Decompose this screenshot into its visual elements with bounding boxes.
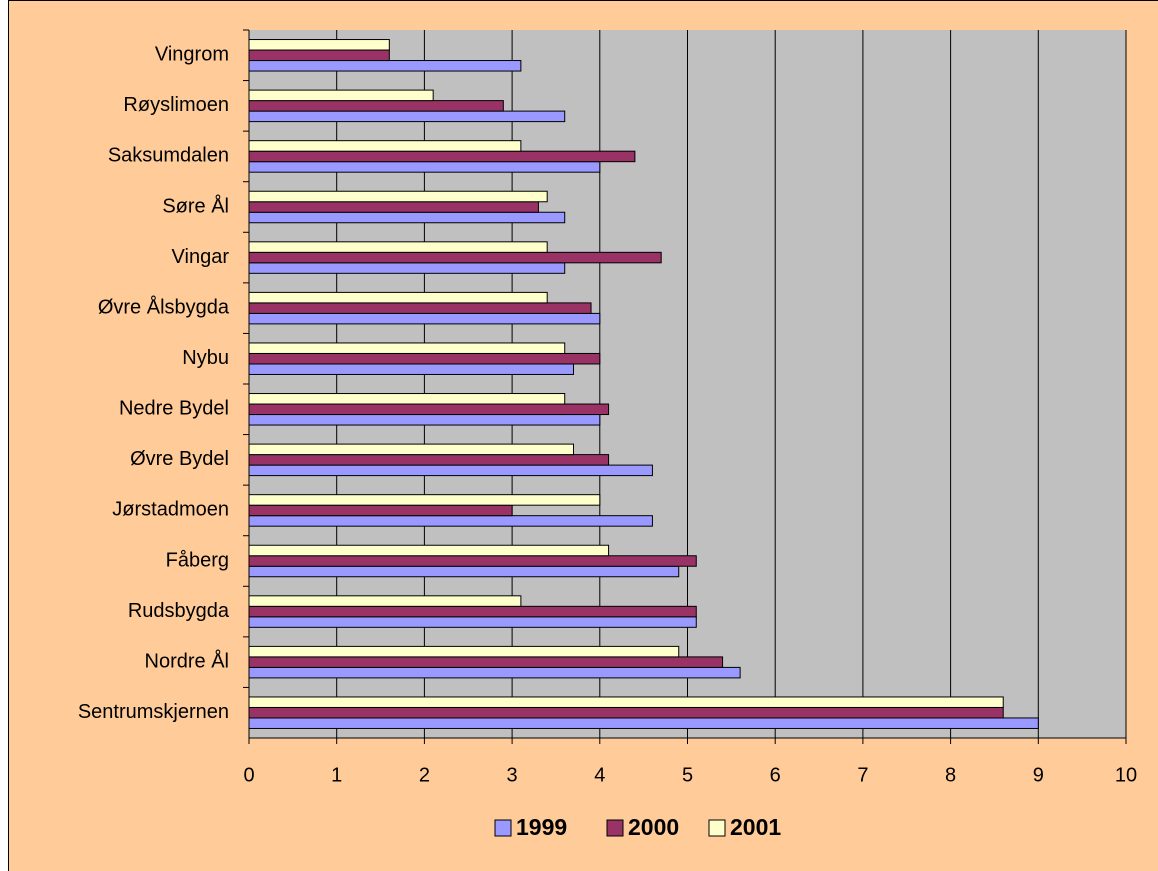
bar — [248, 39, 390, 51]
x-tick-label: 8 — [945, 764, 956, 786]
y-tick-label: Jørstadmoen — [112, 499, 229, 521]
legend-swatch — [606, 819, 624, 837]
x-tick-label: 9 — [1033, 764, 1044, 786]
x-tick-label: 5 — [682, 764, 693, 786]
bar — [248, 645, 680, 658]
bar — [248, 717, 1039, 729]
bar — [248, 110, 566, 123]
bar — [248, 464, 653, 477]
x-tick-label: 7 — [857, 764, 868, 786]
bar — [248, 544, 610, 557]
y-tick-label: Saksumdalen — [108, 145, 229, 167]
x-tick-label: 2 — [419, 764, 430, 786]
bar — [248, 443, 574, 456]
bar — [248, 666, 741, 679]
y-tick-label: Søre Ål — [162, 194, 229, 217]
y-tick-label: Sentrumskjernen — [78, 701, 229, 723]
bar — [248, 140, 522, 152]
bar — [248, 565, 680, 578]
y-tick-label: Nordre Ål — [145, 649, 229, 672]
bar — [248, 211, 566, 224]
bar — [248, 241, 548, 253]
bar — [248, 403, 610, 416]
y-tick-label: Nedre Bydel — [119, 398, 229, 420]
y-tick-label: Fåberg — [166, 549, 229, 571]
bar — [248, 60, 522, 72]
y-tick-label: Øvre Bydel — [130, 448, 229, 470]
bar — [248, 363, 574, 375]
y-tick-label: Røyslimoen — [123, 94, 229, 116]
x-tick-label: 6 — [770, 764, 781, 786]
y-tick-label: Vingar — [172, 246, 230, 268]
bar — [248, 454, 610, 466]
bar — [248, 696, 1004, 708]
legend-label: 1999 — [516, 814, 567, 840]
bar — [248, 414, 601, 426]
y-tick-label: Vingrom — [155, 44, 229, 66]
legend-swatch — [708, 819, 726, 837]
bar — [248, 190, 548, 203]
bar — [248, 251, 662, 264]
bar — [248, 352, 601, 365]
y-tick-label: Øvre Ålsbygda — [98, 295, 230, 318]
bar — [248, 504, 513, 517]
bar — [248, 89, 434, 102]
bar — [248, 342, 566, 354]
bar — [248, 302, 592, 314]
x-tick-label: 1 — [331, 764, 342, 786]
bar — [248, 161, 601, 173]
bar — [248, 515, 653, 527]
bar — [248, 312, 601, 325]
bar — [248, 616, 697, 628]
bar — [248, 150, 636, 163]
bar — [248, 555, 697, 567]
bar — [248, 100, 504, 112]
legend-label: 2000 — [628, 814, 679, 840]
bar — [248, 595, 522, 607]
bar — [248, 49, 390, 62]
legend-swatch — [494, 819, 512, 837]
y-tick-label: Rudsbygda — [128, 600, 230, 622]
bar — [248, 201, 539, 213]
legend-label: 2001 — [730, 814, 781, 840]
bar — [248, 494, 601, 506]
bar — [248, 656, 724, 668]
bar — [248, 605, 697, 618]
bar — [248, 291, 548, 304]
x-tick-label: 4 — [594, 764, 605, 786]
x-tick-label: 0 — [243, 764, 254, 786]
bar — [248, 262, 566, 274]
y-tick-label: Nybu — [182, 347, 229, 369]
x-tick-label: 3 — [507, 764, 518, 786]
bar — [248, 393, 566, 405]
bar — [248, 706, 1004, 719]
x-tick-label: 10 — [1115, 764, 1137, 786]
